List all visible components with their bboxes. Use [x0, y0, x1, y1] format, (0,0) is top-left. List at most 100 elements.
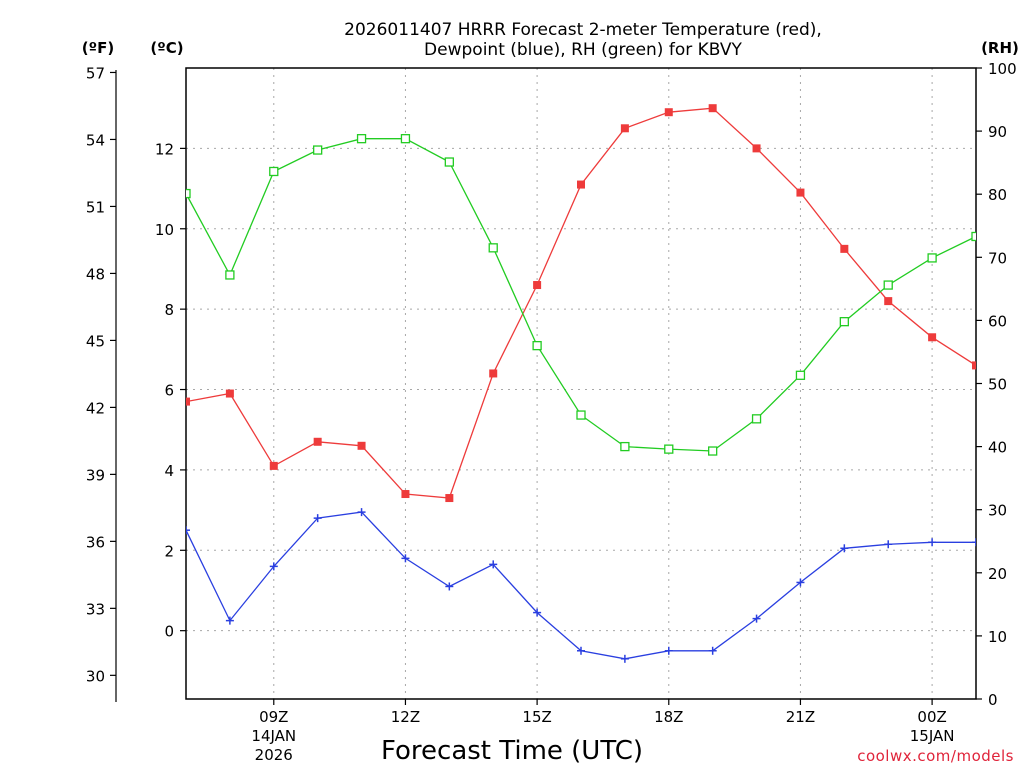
fahrenheit-tick-label: 30: [86, 667, 105, 685]
temperature-point: [269, 461, 278, 470]
fahrenheit-tick-label: 36: [86, 533, 105, 551]
rh-point: [751, 414, 762, 424]
rh-tick-label: 10: [988, 628, 1007, 646]
rh-tick-label: 0: [988, 691, 998, 709]
rh-point: [186, 188, 191, 199]
rh-tick-label: 70: [988, 249, 1007, 267]
x-tick-label: 00Z: [917, 708, 946, 726]
dewpoint-point: [357, 508, 366, 517]
temperature-point: [489, 369, 498, 378]
temperature-point: [708, 104, 717, 113]
rh-tick-label: 30: [988, 502, 1007, 520]
series-group: [186, 104, 976, 663]
temperature-point: [225, 389, 234, 398]
rh-point: [269, 166, 279, 177]
temperature-point: [664, 108, 673, 117]
dewpoint-line: [186, 511, 976, 660]
dewpoint-point: [225, 616, 234, 625]
x-tick-label: 18Z: [654, 708, 683, 726]
rh-point: [532, 340, 542, 351]
temperature-point: [840, 244, 849, 253]
dewpoint-point: [401, 554, 410, 563]
rh-point: [444, 157, 454, 167]
temperature-point: [972, 361, 976, 370]
x-tick-label: 12Z: [391, 708, 420, 726]
rh-point: [576, 410, 586, 420]
temperature-point: [796, 188, 805, 197]
temperature-point: [401, 490, 410, 499]
celsius-tick-label: 6: [164, 382, 174, 400]
rh-tick-label: 60: [988, 312, 1007, 330]
x-tick-date: 15JAN: [910, 727, 955, 745]
fahrenheit-tick-label: 45: [86, 332, 105, 350]
chart-title-line1: 2026011407 HRRR Forecast 2-meter Tempera…: [344, 20, 822, 40]
tick-labels: 30 33 36 39 42 45 48 51 54 57 0 2 4 6 8 10 12 0 10 20 30 40 50…: [86, 60, 1017, 764]
dewpoint-point: [884, 540, 893, 549]
celsius-unit-label: (ºC): [150, 39, 183, 57]
rh-tick-label: 40: [988, 439, 1007, 457]
fahrenheit-tick-label: 42: [86, 399, 105, 417]
x-axis-title: Forecast Time (UTC): [381, 736, 643, 766]
rh-point: [400, 134, 411, 144]
x-tick-year: 2026: [255, 746, 293, 764]
credit-text: coolwx.com/models: [857, 747, 1014, 765]
fahrenheit-tick-label: 33: [86, 600, 105, 618]
x-tick-label: 15Z: [522, 708, 551, 726]
celsius-tick-label: 12: [155, 140, 174, 158]
x-tick-label: 21Z: [786, 708, 815, 726]
celsius-tick-label: 10: [155, 221, 174, 239]
dewpoint-point: [186, 526, 190, 535]
dewpoint-point: [752, 614, 761, 623]
fahrenheit-tick-label: 54: [86, 131, 105, 149]
rh-point: [620, 441, 630, 452]
plot-frame: [185, 67, 977, 700]
temperature-point: [928, 333, 937, 342]
temperature-point: [577, 180, 585, 189]
rh-tick-label: 20: [988, 565, 1007, 583]
fahrenheit-tick-label: 57: [86, 64, 105, 82]
rh-tick-label: 50: [988, 376, 1007, 394]
fahrenheit-unit-label: (ºF): [82, 39, 114, 57]
axes: [110, 67, 982, 705]
rh-point: [356, 134, 367, 144]
rh-point: [971, 231, 976, 242]
plot-area: [186, 104, 976, 663]
celsius-tick-label: 2: [164, 542, 174, 560]
dewpoint-point: [269, 562, 278, 571]
fahrenheit-tick-label: 39: [86, 466, 105, 484]
chart-title-line2: Dewpoint (blue), RH (green) for KBVY: [424, 40, 742, 60]
fahrenheit-tick-label: 48: [86, 265, 105, 283]
dewpoint-point: [708, 646, 717, 655]
rh-unit-label: (RH): [981, 39, 1019, 57]
dewpoint-point: [533, 608, 542, 617]
dewpoint-point: [928, 538, 937, 547]
temperature-point: [186, 397, 190, 406]
celsius-tick-label: 8: [164, 301, 174, 319]
dewpoint-point: [620, 654, 629, 663]
gridlines: [186, 68, 976, 699]
rh-tick-label: 100: [988, 60, 1017, 78]
temperature-point: [620, 124, 629, 133]
dewpoint-point: [489, 560, 498, 569]
dewpoint-point: [445, 582, 454, 591]
temperature-point: [313, 437, 322, 446]
rh-point: [225, 270, 235, 280]
rh-point: [883, 280, 893, 290]
rh-point: [313, 145, 323, 155]
dewpoint-point: [664, 646, 673, 655]
dewpoint-point: [313, 514, 322, 523]
rh-point: [927, 253, 937, 263]
fahrenheit-tick-label: 51: [86, 198, 105, 216]
temperature-point: [884, 297, 893, 306]
celsius-tick-label: 0: [164, 623, 174, 641]
celsius-tick-label: 4: [164, 462, 174, 480]
rh-tick-label: 80: [988, 186, 1007, 204]
rh-point: [708, 446, 718, 456]
dewpoint-point: [840, 544, 849, 553]
temperature-point: [445, 494, 454, 503]
temperature-point: [533, 281, 542, 290]
temperature-line: [186, 107, 976, 499]
x-tick-label: 09Z: [259, 708, 288, 726]
dewpoint-point: [796, 578, 805, 587]
temperature-point: [357, 441, 366, 450]
